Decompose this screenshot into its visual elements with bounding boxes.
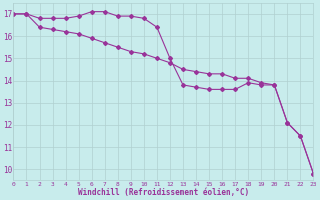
X-axis label: Windchill (Refroidissement éolien,°C): Windchill (Refroidissement éolien,°C) [78, 188, 249, 197]
